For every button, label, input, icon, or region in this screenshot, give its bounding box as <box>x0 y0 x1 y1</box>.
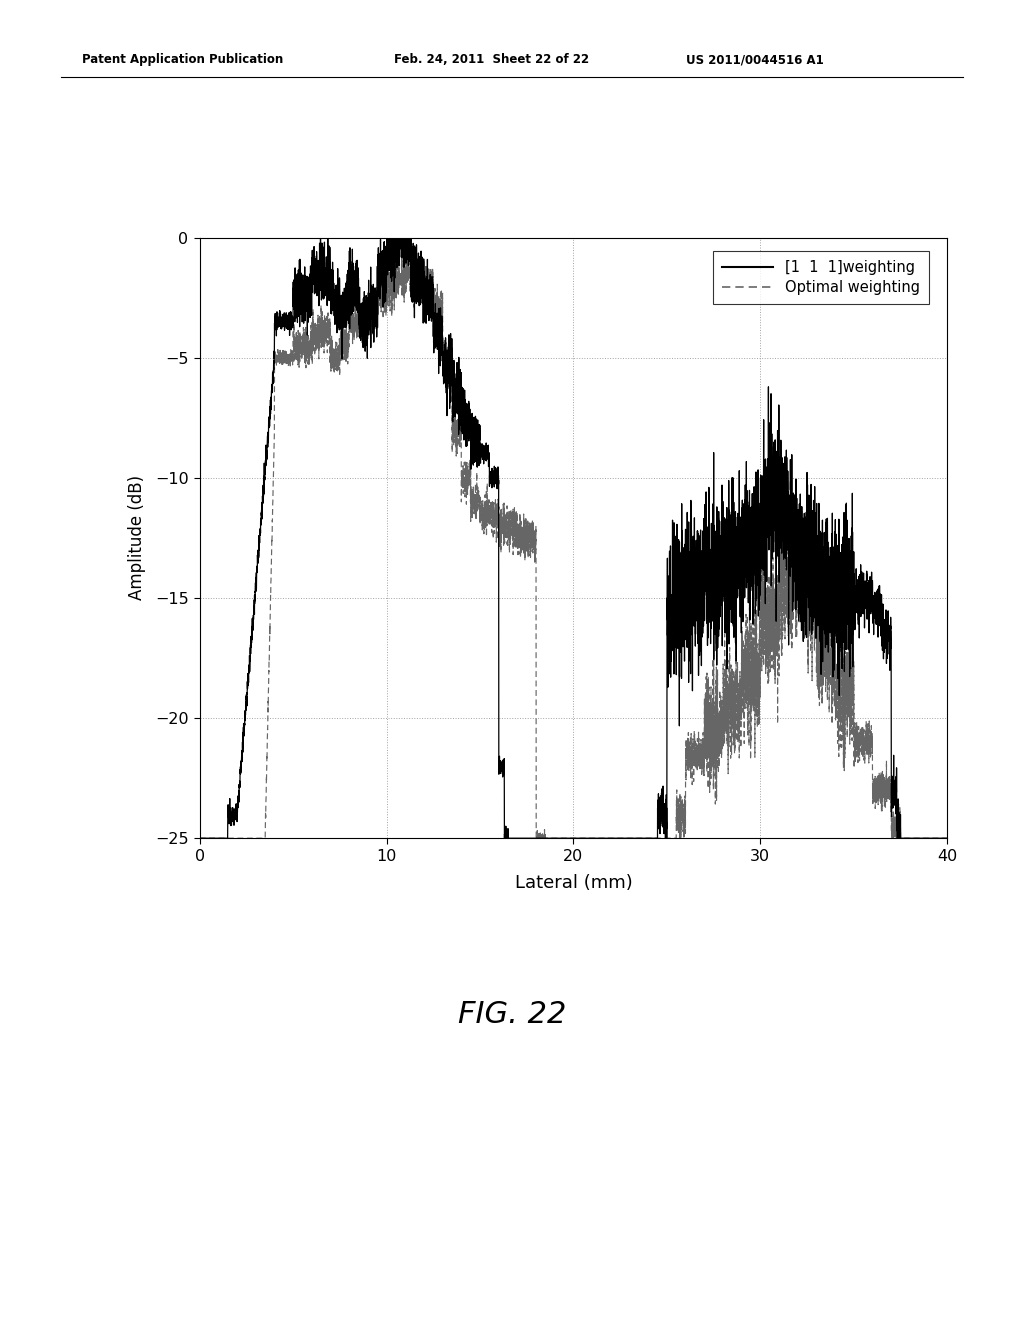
Text: Patent Application Publication: Patent Application Publication <box>82 53 284 66</box>
Y-axis label: Amplitude (dB): Amplitude (dB) <box>128 475 146 601</box>
Text: Feb. 24, 2011  Sheet 22 of 22: Feb. 24, 2011 Sheet 22 of 22 <box>394 53 590 66</box>
Text: FIG. 22: FIG. 22 <box>458 1001 566 1030</box>
X-axis label: Lateral (mm): Lateral (mm) <box>515 874 632 892</box>
Text: US 2011/0044516 A1: US 2011/0044516 A1 <box>686 53 824 66</box>
Legend: [1  1  1]weighting, Optimal weighting: [1 1 1]weighting, Optimal weighting <box>714 251 929 304</box>
